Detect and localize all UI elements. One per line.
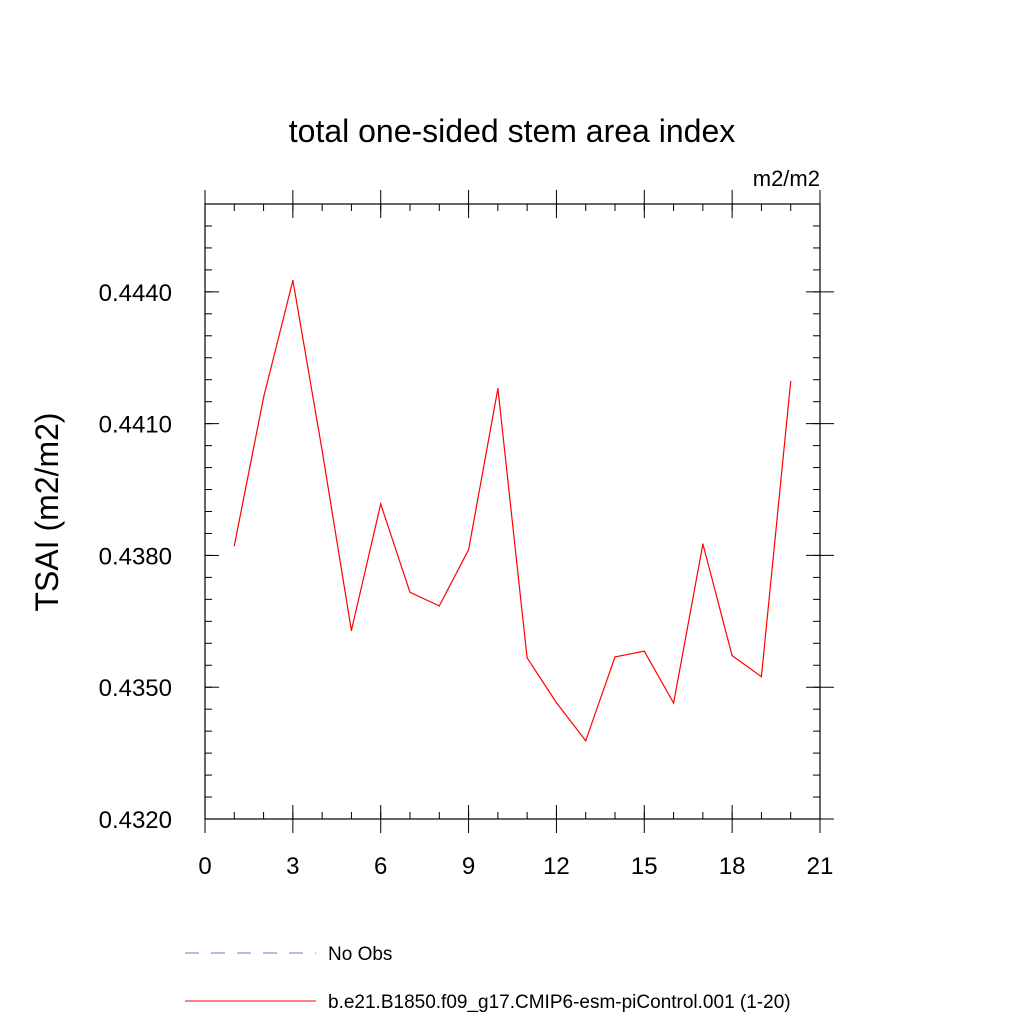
data-point <box>672 702 675 704</box>
data-point <box>702 543 704 545</box>
chart-title: total one-sided stem area index <box>289 113 735 149</box>
data-point <box>409 591 411 593</box>
x-tick-label: 3 <box>286 853 299 880</box>
data-point <box>643 650 645 652</box>
data-point <box>467 549 470 551</box>
data-point <box>350 629 353 632</box>
x-tick-label: 6 <box>374 853 387 880</box>
y-tick-label: 0.4410 <box>99 412 172 439</box>
x-tick-label: 9 <box>462 853 475 880</box>
y-tick-label: 0.4350 <box>99 675 172 702</box>
y-tick-label: 0.4320 <box>99 807 172 834</box>
data-point <box>555 701 558 704</box>
units-label: m2/m2 <box>753 166 820 191</box>
legend-label-no-obs: No Obs <box>328 944 392 965</box>
y-tick-label: 0.4380 <box>99 543 172 570</box>
legend-label-model: b.e21.B1850.f09_g17.CMIP6-esm-piControl.… <box>328 992 791 1013</box>
series-layer <box>233 279 792 743</box>
y-tick-labels: 0.4320 0.4350 0.4380 0.4410 0.4440 <box>99 280 172 834</box>
x-tick-label: 0 <box>198 853 211 880</box>
data-point <box>760 676 763 678</box>
x-tick-label: 15 <box>631 853 658 880</box>
axis-ticks <box>204 190 834 833</box>
data-point <box>292 279 294 282</box>
data-point <box>262 396 265 398</box>
plot-frame <box>204 203 821 820</box>
data-point <box>321 449 323 452</box>
legend: No Obs b.e21.B1850.f09_g17.CMIP6-esm-piC… <box>185 944 791 1013</box>
data-point <box>790 380 792 383</box>
y-axis-label: TSAI (m2/m2) <box>29 412 65 611</box>
series-line <box>233 280 792 743</box>
data-point <box>526 657 528 659</box>
data-point <box>380 503 382 505</box>
data-point <box>614 656 616 658</box>
data-point <box>585 740 587 742</box>
data-point <box>438 605 440 607</box>
x-tick-label: 21 <box>807 853 834 880</box>
data-point <box>497 387 499 390</box>
x-tick-labels: 0 3 6 9 12 15 18 21 <box>198 853 833 880</box>
x-tick-label: 12 <box>543 853 570 880</box>
x-tick-label: 18 <box>719 853 746 880</box>
data-point <box>731 654 733 657</box>
y-tick-label: 0.4440 <box>99 280 172 307</box>
data-point <box>233 545 235 547</box>
